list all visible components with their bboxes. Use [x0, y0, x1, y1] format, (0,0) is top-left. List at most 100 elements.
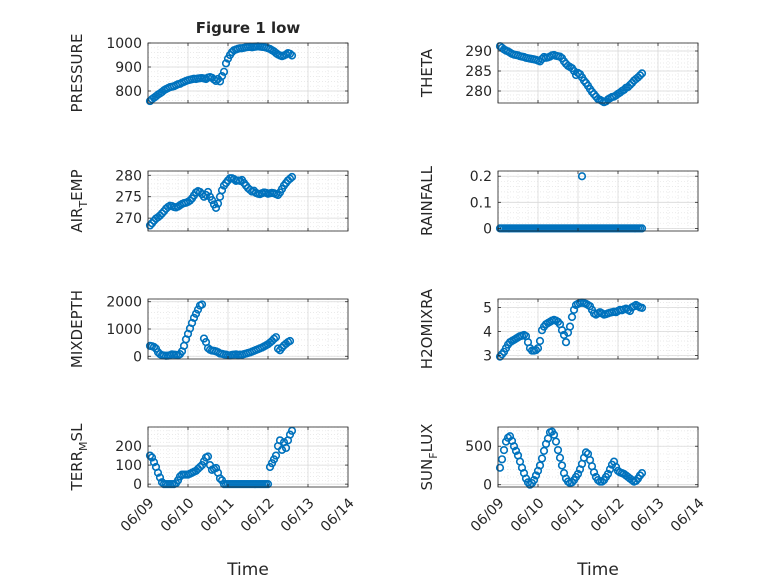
data-point — [495, 463, 505, 472]
data-point — [217, 72, 227, 81]
y-tick-label: 1000 — [106, 36, 142, 52]
x-tick-label: 06/12 — [588, 495, 628, 535]
y-axis-label: PRESSURE — [68, 34, 86, 113]
data-point — [215, 474, 225, 483]
data-point — [195, 462, 205, 472]
subplot-rainfall: 0 0.1 0.2 RAINFALL — [418, 165, 699, 237]
data-point — [211, 463, 221, 473]
y-tick-label: 280 — [115, 168, 142, 184]
data-point — [189, 313, 199, 322]
axes-box — [497, 170, 699, 232]
data-point — [149, 458, 159, 467]
data-point — [285, 336, 295, 346]
data-point — [185, 196, 195, 205]
y-tick-label: 280 — [465, 84, 492, 100]
y-tick-label: 275 — [115, 190, 142, 206]
data-point — [555, 52, 565, 61]
x-tick-label: 06/10 — [158, 495, 198, 535]
data-point — [535, 336, 545, 346]
axes-box — [147, 426, 349, 488]
data-point — [285, 49, 295, 58]
data-point — [589, 468, 599, 477]
data-point — [565, 322, 575, 331]
data-point — [271, 333, 281, 342]
y-tick-label: 5 — [483, 300, 492, 316]
data-point — [203, 452, 213, 461]
y-tick-label: 0 — [133, 349, 142, 365]
data-point — [211, 76, 221, 86]
data-point — [555, 453, 565, 462]
data-point — [147, 453, 157, 462]
data-point — [553, 445, 563, 455]
y-tick-label: 0.2 — [470, 169, 492, 185]
axes-box — [497, 426, 699, 488]
subplot-sun: 0 500 SUNFLUX 06/09 06/10 06/11 06/12 06/13 06/1… — [418, 424, 708, 580]
subplot-h2omixra: 3 4 5 H2OMIXRA — [418, 288, 699, 369]
data-point — [567, 312, 577, 322]
subplot-theta: 280 285 290 THETA — [418, 42, 699, 107]
y-tick-label: 100 — [115, 458, 142, 474]
data-point — [637, 303, 647, 312]
data-point — [531, 471, 541, 480]
data-point — [207, 196, 217, 205]
data-point — [273, 344, 283, 353]
data-point — [625, 80, 635, 90]
y-tick-label: 900 — [115, 60, 142, 76]
data-point — [197, 300, 207, 309]
y-axis-label: AIRTEMP — [68, 169, 90, 232]
data-point — [269, 334, 279, 343]
y-tick-label: 0.1 — [470, 195, 492, 211]
y-tick-label: 500 — [465, 439, 492, 455]
subplot-air: 270 275 280 AIRTEMP — [68, 168, 349, 233]
subplot-terr: 0 100 200 TERRMSL 06/09 06/10 06/11 06/12 06/13 0… — [68, 423, 358, 580]
axes-box — [497, 298, 699, 360]
data-point — [155, 211, 165, 220]
data-point — [287, 426, 297, 435]
y-axis-label: RAINFALL — [418, 165, 436, 236]
data-point — [551, 437, 561, 446]
data-point — [149, 342, 159, 352]
data-point — [509, 442, 519, 451]
x-tick-label: 06/11 — [198, 495, 238, 535]
data-point — [637, 69, 647, 78]
data-point — [217, 186, 227, 195]
y-axis-label: MIXDEPTH — [68, 290, 86, 368]
x-tick-label: 06/09 — [468, 495, 508, 535]
y-axis-label: THETA — [418, 48, 436, 98]
data-point — [277, 445, 287, 454]
data-point — [577, 172, 587, 181]
data-point — [271, 451, 281, 460]
y-tick-label: 3 — [483, 348, 492, 364]
subplot-mixdepth: 0 1000 2000 MIXDEPTH — [68, 290, 349, 368]
x-axis-label: Time — [576, 560, 619, 580]
data-point — [549, 430, 559, 439]
y-tick-label: 0 — [133, 477, 142, 493]
data-point — [497, 455, 507, 464]
data-point — [603, 469, 613, 479]
y-tick-label: 4 — [483, 324, 492, 340]
x-tick-label: 06/12 — [238, 495, 278, 535]
data-point — [573, 469, 583, 479]
x-tick-label: 06/11 — [548, 495, 588, 535]
data-point — [635, 71, 645, 80]
x-tick-label: 06/09 — [118, 495, 158, 535]
data-point — [153, 468, 163, 477]
data-point — [561, 338, 571, 347]
data-point — [145, 221, 155, 230]
data-point — [155, 473, 165, 482]
y-tick-label: 2000 — [106, 295, 142, 311]
data-point — [537, 454, 547, 463]
data-point — [211, 203, 221, 212]
y-tick-label: 200 — [115, 439, 142, 455]
y-tick-label: 285 — [465, 64, 492, 80]
y-tick-label: 270 — [115, 211, 142, 227]
y-tick-label: 0 — [483, 221, 492, 237]
data-point — [193, 305, 203, 314]
x-tick-label: 06/14 — [668, 495, 708, 535]
y-tick-label: 1000 — [106, 322, 142, 338]
figure-title: Figure 1 low — [196, 19, 301, 37]
data-point — [511, 446, 521, 455]
data-point — [499, 445, 509, 455]
data-point — [535, 461, 545, 470]
data-point — [157, 209, 167, 218]
